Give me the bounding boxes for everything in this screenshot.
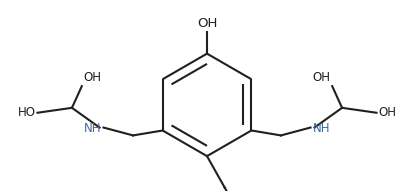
Text: OH: OH — [84, 71, 102, 84]
Text: OH: OH — [378, 106, 396, 119]
Text: HO: HO — [17, 106, 36, 119]
Text: OH: OH — [197, 17, 217, 30]
Text: OH: OH — [312, 71, 330, 84]
Text: NH: NH — [312, 122, 330, 135]
Text: NH: NH — [84, 122, 102, 135]
